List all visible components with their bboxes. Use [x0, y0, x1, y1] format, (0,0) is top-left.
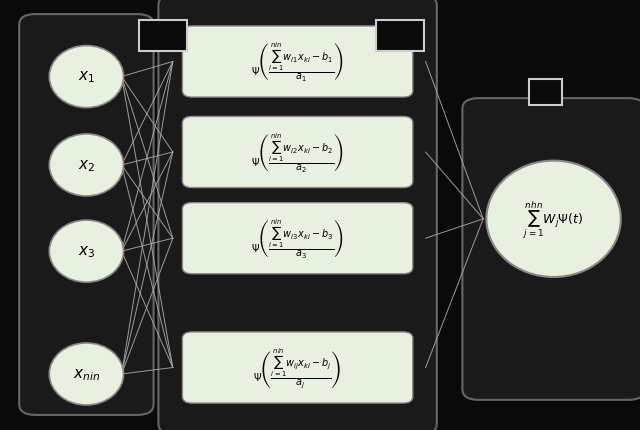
- Text: $\Psi\left(\dfrac{\sum_{i=1}^{nin} w_{i2}x_{ki} - b_2}{a_2}\right)$: $\Psi\left(\dfrac{\sum_{i=1}^{nin} w_{i2…: [252, 131, 344, 175]
- FancyBboxPatch shape: [159, 0, 437, 430]
- Text: $\boldsymbol{x_1}$: $\boldsymbol{x_1}$: [78, 70, 95, 85]
- Text: $\Psi\left(\dfrac{\sum_{i=1}^{nin} w_{ij}x_{ki} - b_j}{a_j}\right)$: $\Psi\left(\dfrac{\sum_{i=1}^{nin} w_{ij…: [253, 346, 342, 390]
- Bar: [140, 21, 187, 52]
- FancyBboxPatch shape: [182, 203, 413, 274]
- FancyBboxPatch shape: [182, 332, 413, 403]
- Text: $\Psi\left(\dfrac{\sum_{i=1}^{nin} w_{i3}x_{ki} - b_3}{a_3}\right)$: $\Psi\left(\dfrac{\sum_{i=1}^{nin} w_{i3…: [252, 217, 344, 261]
- Ellipse shape: [486, 161, 621, 277]
- Text: $\boldsymbol{x_3}$: $\boldsymbol{x_3}$: [77, 244, 95, 259]
- FancyBboxPatch shape: [19, 15, 154, 415]
- Ellipse shape: [49, 46, 124, 108]
- Text: $\Psi\left(\dfrac{\sum_{i=1}^{nin} w_{i1}x_{ki} - b_1}{a_1}\right)$: $\Psi\left(\dfrac{\sum_{i=1}^{nin} w_{i1…: [252, 40, 344, 84]
- Text: $\sum_{j=1}^{nhn} W_j\Psi(t)$: $\sum_{j=1}^{nhn} W_j\Psi(t)$: [524, 199, 584, 240]
- Ellipse shape: [49, 135, 124, 197]
- FancyBboxPatch shape: [182, 27, 413, 98]
- Ellipse shape: [49, 221, 124, 283]
- Bar: [529, 80, 562, 105]
- Bar: [376, 21, 424, 52]
- FancyBboxPatch shape: [182, 117, 413, 188]
- Ellipse shape: [49, 343, 124, 405]
- Text: $\boldsymbol{x_{nin}}$: $\boldsymbol{x_{nin}}$: [73, 366, 100, 382]
- Text: $\boldsymbol{x_2}$: $\boldsymbol{x_2}$: [78, 158, 95, 173]
- FancyBboxPatch shape: [463, 99, 640, 400]
